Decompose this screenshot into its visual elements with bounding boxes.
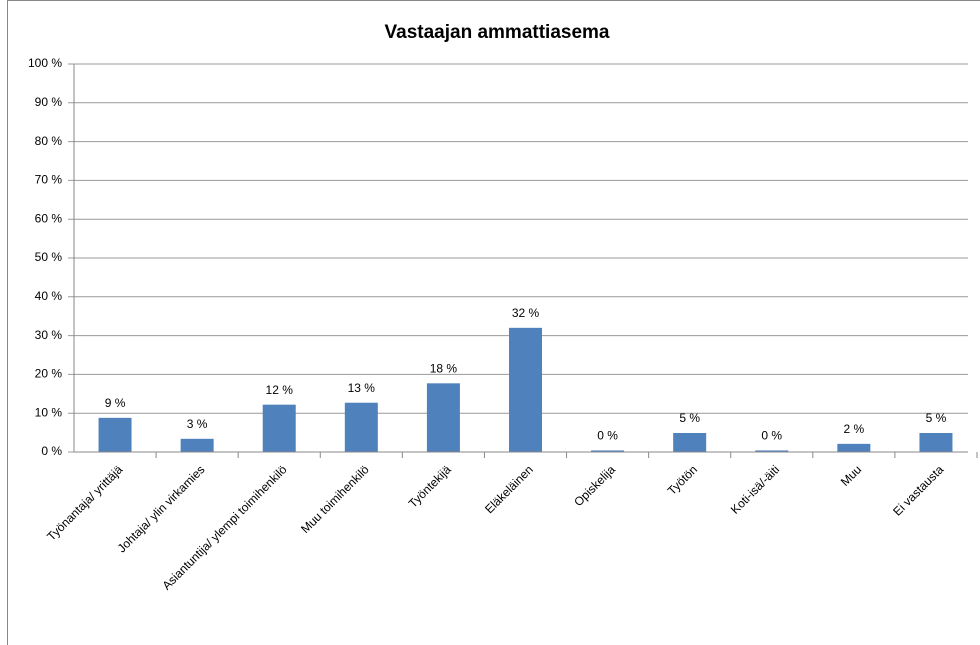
data-label: 13 %	[348, 381, 376, 395]
data-label: 0 %	[597, 429, 618, 443]
x-tick-label: Johtaja/ ylin virkamies	[115, 462, 208, 555]
bar	[426, 383, 460, 452]
x-tick-label: Muu	[838, 462, 864, 488]
y-tick-label: 80 %	[35, 134, 63, 148]
data-label: 5 %	[926, 411, 947, 425]
chart-border	[7, 0, 980, 645]
y-tick-label: 100 %	[28, 56, 62, 70]
data-label: 32 %	[512, 306, 540, 320]
x-tick-label: Ei vastausta	[890, 462, 946, 518]
y-tick-label: 50 %	[35, 250, 63, 264]
x-tick-label: Opiskelija	[571, 462, 618, 509]
bar	[591, 450, 625, 452]
y-tick-label: 90 %	[35, 95, 63, 109]
bar	[837, 443, 871, 452]
bar	[180, 438, 214, 452]
y-tick-label: 60 %	[35, 211, 63, 225]
y-tick-label: 40 %	[35, 289, 63, 303]
bar	[509, 327, 542, 452]
y-tick-label: 70 %	[35, 173, 63, 187]
data-label: 9 %	[105, 396, 126, 410]
data-label: 3 %	[187, 417, 208, 431]
bar	[673, 432, 707, 452]
chart-title: Vastaajan ammattiasema	[385, 22, 610, 43]
y-tick-label: 0 %	[41, 444, 62, 458]
x-tick-label: Työtön	[665, 462, 700, 497]
x-tick-label: Työnantaja/ yrittäjä	[44, 462, 125, 543]
data-label: 2 %	[844, 422, 865, 436]
y-tick-label: 30 %	[35, 328, 63, 342]
bar	[919, 432, 953, 452]
y-tick-label: 10 %	[35, 405, 63, 419]
bar	[262, 404, 296, 452]
x-tick-label: Koti-isä/-äiti	[728, 462, 782, 516]
data-label: 5 %	[679, 411, 700, 425]
y-tick-label: 20 %	[35, 367, 63, 381]
bar	[344, 402, 378, 452]
x-tick-label: Muu toimihenkilö	[298, 462, 372, 536]
bar	[98, 417, 132, 452]
x-tick-label: Eläkeläinen	[482, 462, 536, 516]
bar	[755, 450, 789, 452]
data-label: 18 %	[430, 361, 458, 375]
x-tick-label: Työntekijä	[406, 462, 454, 510]
data-label: 12 %	[266, 383, 294, 397]
data-label: 0 %	[761, 429, 782, 443]
